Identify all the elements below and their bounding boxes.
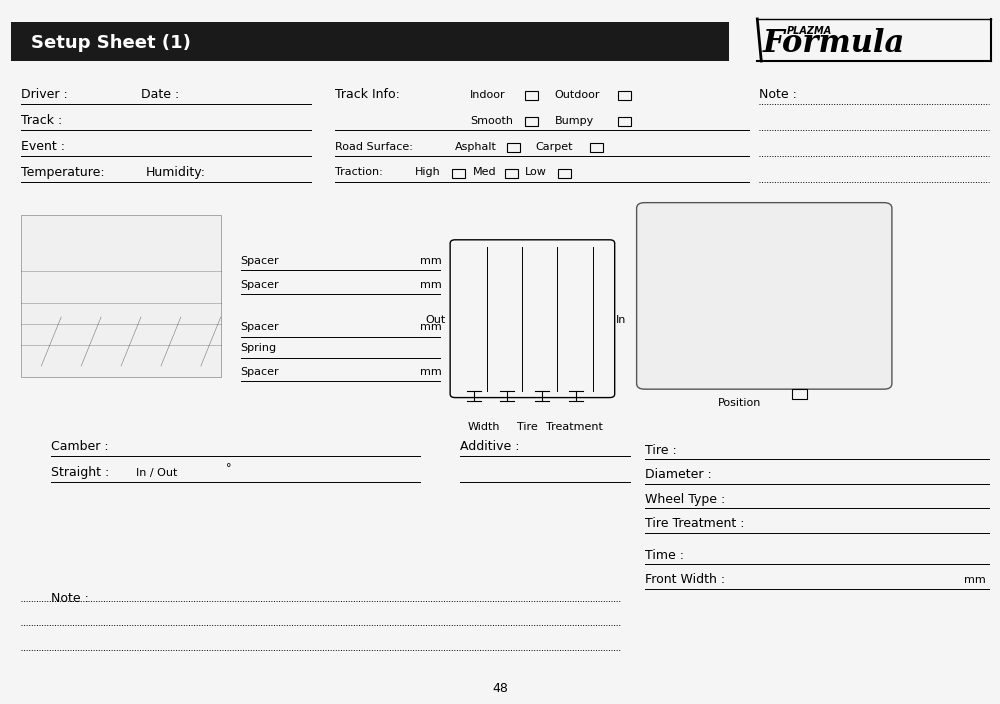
Text: Event :: Event : — [21, 140, 65, 153]
Text: Spacer: Spacer — [241, 280, 279, 290]
Text: Formula: Formula — [763, 28, 905, 59]
Bar — [507, 143, 520, 152]
Text: Position: Position — [718, 398, 761, 408]
Text: Driver :: Driver : — [21, 88, 68, 101]
Text: Spacer: Spacer — [241, 322, 279, 332]
Text: Indoor: Indoor — [470, 89, 506, 100]
Text: Bumpy: Bumpy — [555, 115, 594, 125]
Bar — [505, 169, 518, 177]
Bar — [618, 91, 631, 100]
FancyBboxPatch shape — [637, 203, 892, 389]
Text: mm: mm — [420, 256, 442, 266]
Text: Humidity:: Humidity: — [146, 166, 206, 179]
Text: mm: mm — [420, 367, 442, 377]
Text: Track Info:: Track Info: — [335, 88, 400, 101]
Text: Track :: Track : — [21, 114, 63, 127]
Text: Tire: Tire — [517, 422, 537, 432]
Text: Date :: Date : — [141, 88, 179, 101]
Text: Spring: Spring — [241, 344, 277, 353]
Text: Out: Out — [425, 315, 445, 325]
Bar — [558, 169, 571, 177]
Bar — [452, 169, 465, 177]
Text: Temperature:: Temperature: — [21, 166, 105, 179]
Text: Med: Med — [473, 168, 497, 177]
Text: Note :: Note : — [759, 88, 797, 101]
Text: Wheel Type :: Wheel Type : — [645, 493, 725, 505]
Text: Carpet: Carpet — [535, 142, 572, 151]
Text: Asphalt: Asphalt — [455, 142, 497, 151]
Text: In / Out: In / Out — [136, 467, 177, 477]
Text: Smooth: Smooth — [470, 115, 513, 125]
Bar — [792, 389, 807, 399]
Text: Outdoor: Outdoor — [555, 89, 600, 100]
Text: mm: mm — [420, 322, 442, 332]
Text: Spacer: Spacer — [241, 367, 279, 377]
Text: Treatment: Treatment — [546, 422, 603, 432]
Text: °: ° — [226, 463, 231, 472]
Bar — [525, 117, 538, 126]
Text: Additive :: Additive : — [460, 440, 520, 453]
Text: mm: mm — [420, 280, 442, 290]
Text: Road Surface:: Road Surface: — [335, 142, 413, 151]
Bar — [590, 143, 603, 152]
Text: In: In — [616, 315, 626, 325]
Text: Traction:: Traction: — [335, 168, 383, 177]
Bar — [618, 117, 631, 126]
Text: Camber :: Camber : — [51, 440, 109, 453]
Text: mm: mm — [964, 575, 985, 585]
Text: PLAZMA: PLAZMA — [787, 26, 832, 36]
Text: Width: Width — [468, 422, 500, 432]
Text: Low: Low — [525, 168, 547, 177]
Text: Spacer: Spacer — [241, 256, 279, 266]
Text: Time :: Time : — [645, 549, 684, 562]
FancyBboxPatch shape — [11, 23, 729, 61]
Text: Front Width :: Front Width : — [645, 573, 725, 586]
Text: Diameter :: Diameter : — [645, 468, 711, 482]
Text: Note :: Note : — [51, 592, 89, 605]
Text: Tire Treatment :: Tire Treatment : — [645, 517, 744, 530]
Text: High: High — [415, 168, 441, 177]
Text: Setup Sheet (1): Setup Sheet (1) — [31, 34, 191, 52]
Bar — [525, 91, 538, 100]
Text: Straight :: Straight : — [51, 466, 110, 479]
Bar — [21, 215, 221, 377]
Text: Tire :: Tire : — [645, 444, 676, 457]
Text: 48: 48 — [492, 682, 508, 695]
